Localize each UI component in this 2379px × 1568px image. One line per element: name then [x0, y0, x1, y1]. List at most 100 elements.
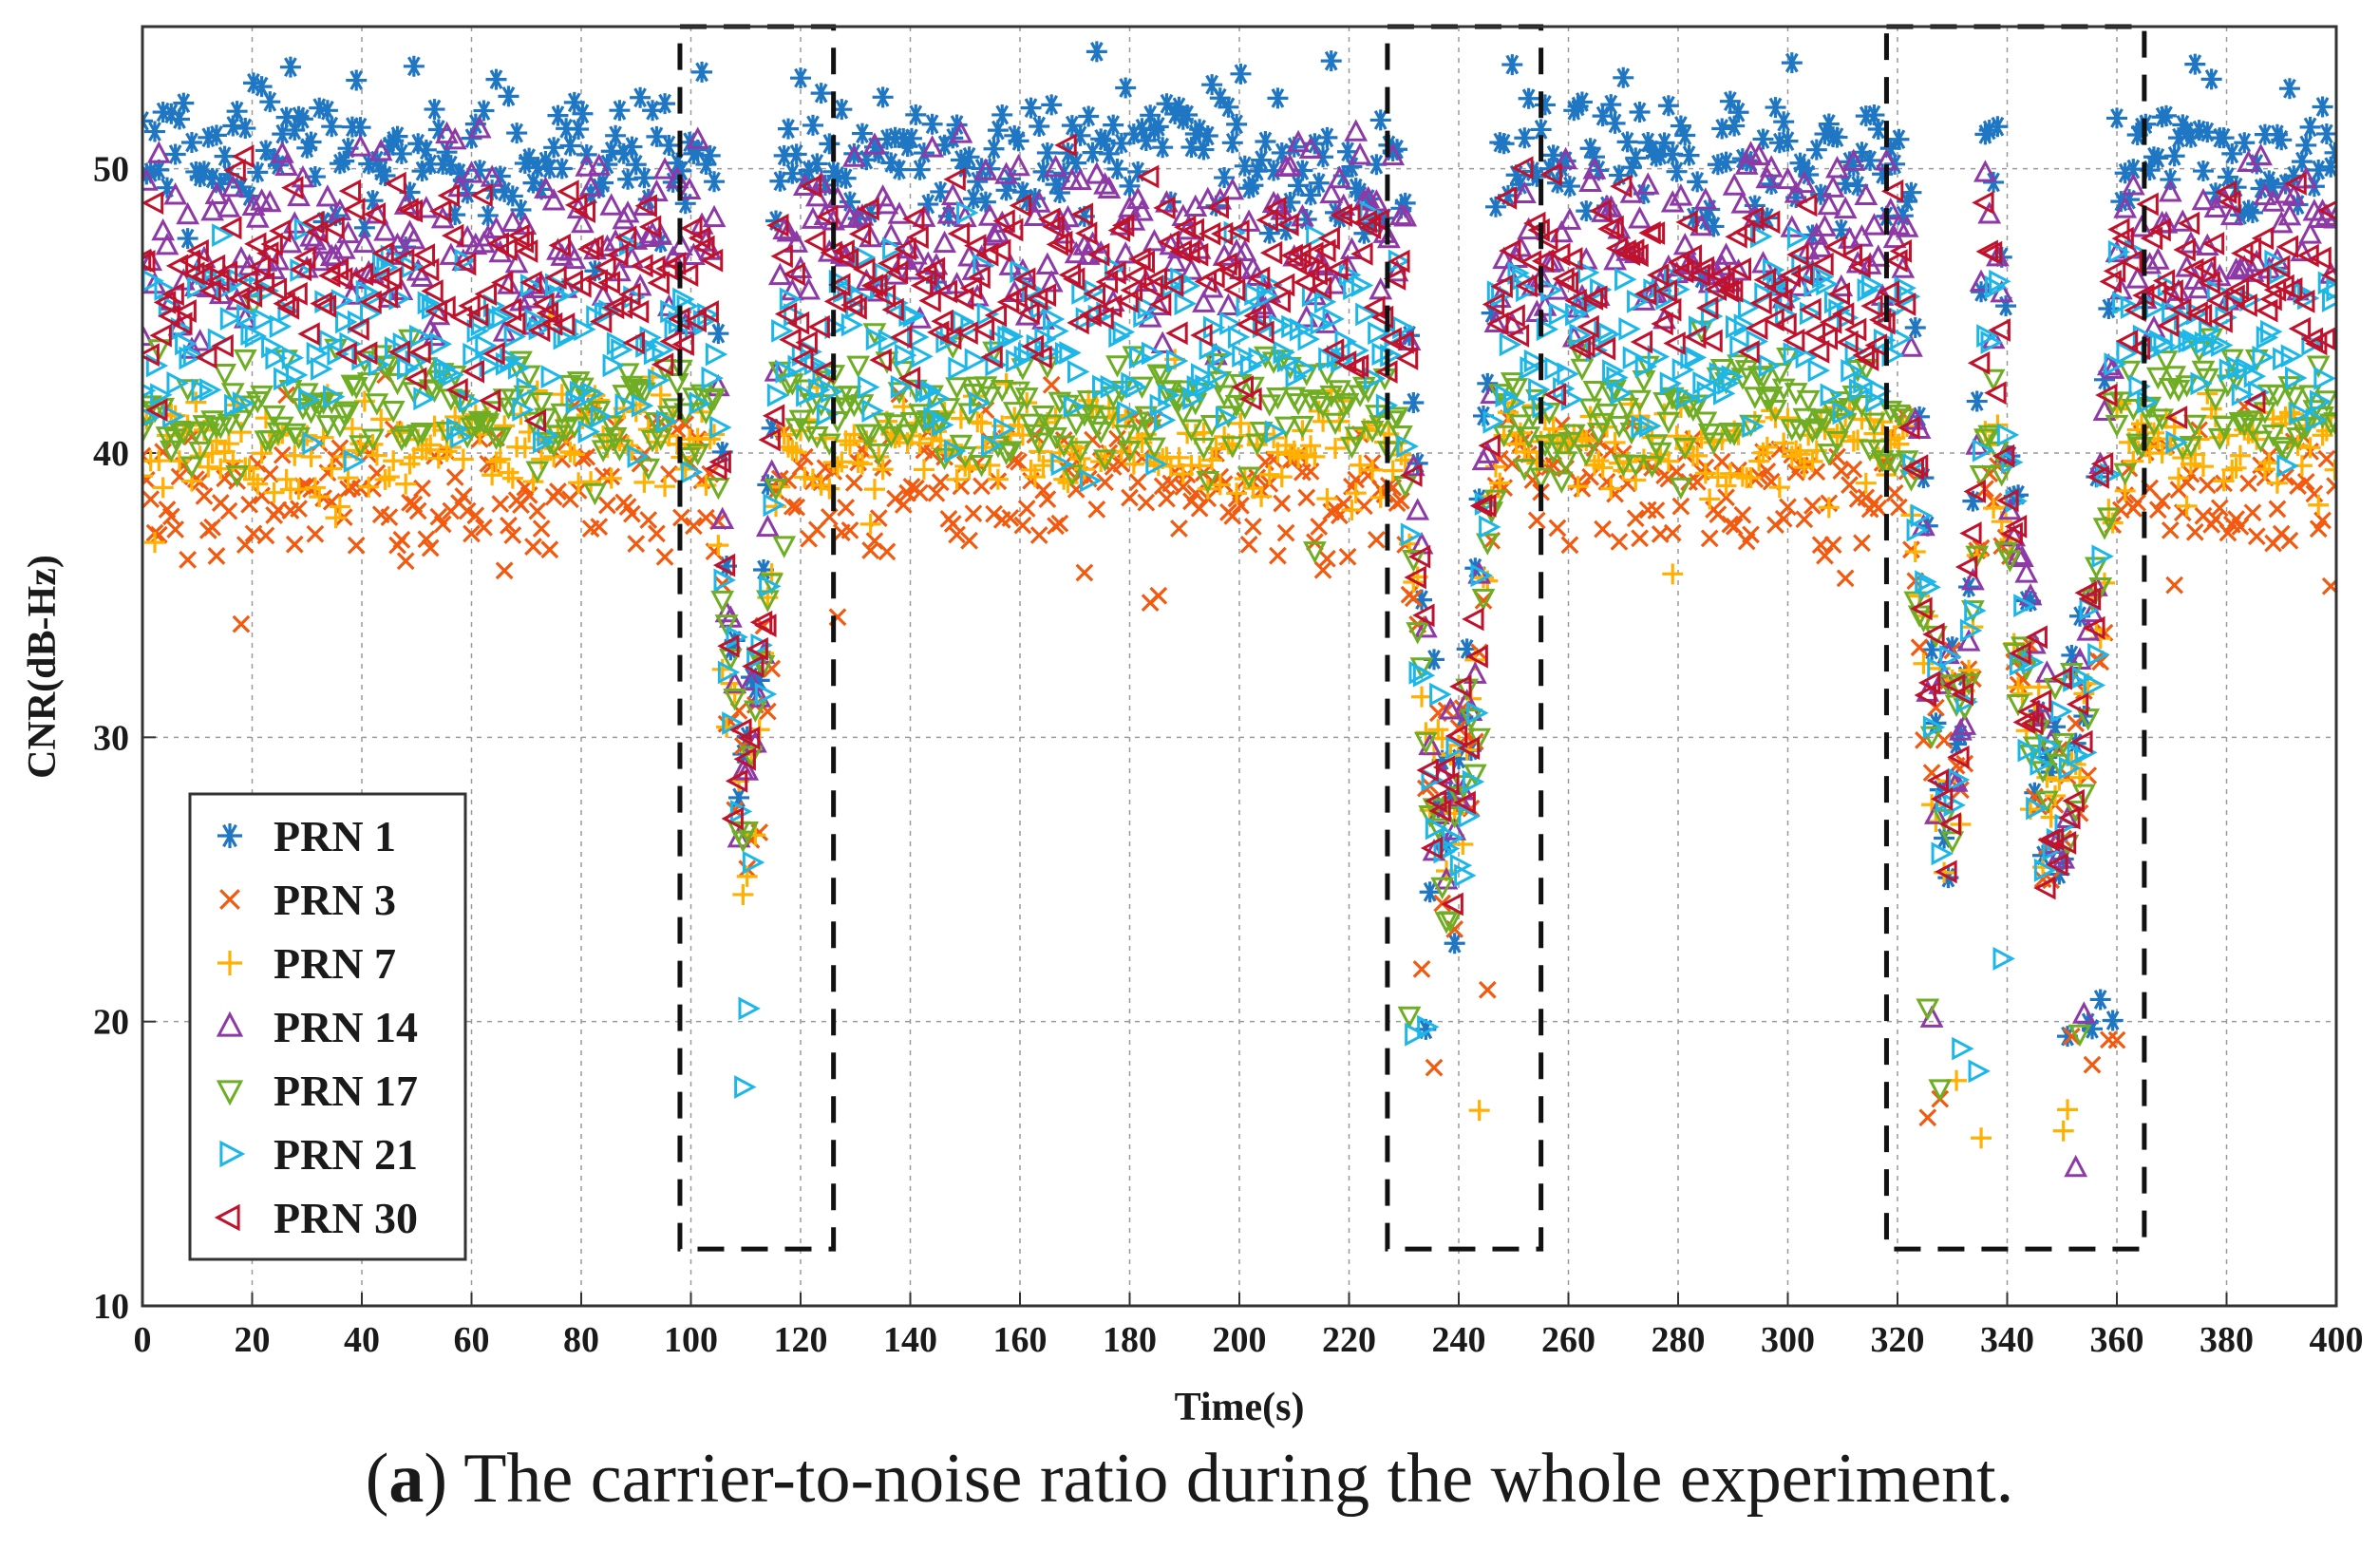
- data-point: [1996, 423, 2020, 447]
- data-point: [831, 99, 853, 121]
- data-point: [2180, 126, 2201, 148]
- x-tick-label: 40: [344, 1320, 380, 1360]
- data-point: [1842, 155, 1864, 177]
- data-point: [1737, 295, 1761, 319]
- data-point: [1940, 831, 1965, 854]
- data-point: [1158, 489, 1176, 508]
- data-point: [1560, 247, 1583, 271]
- data-point: [304, 477, 326, 499]
- data-point: [959, 275, 983, 300]
- data-point: [894, 236, 916, 261]
- data-point: [417, 530, 436, 549]
- data-point: [1468, 1100, 1490, 1122]
- data-point: [1597, 322, 1621, 347]
- data-point: [1688, 472, 1707, 491]
- data-point: [1264, 196, 1287, 220]
- outage-box: [677, 24, 837, 1252]
- data-point: [1628, 389, 1652, 413]
- data-point: [787, 498, 806, 517]
- data-point: [936, 398, 961, 421]
- data-point: [1918, 1108, 1937, 1127]
- data-point: [166, 371, 189, 395]
- data-point: [1715, 151, 1737, 173]
- data-point: [847, 208, 869, 230]
- data-point: [289, 257, 312, 282]
- data-point: [913, 459, 935, 481]
- data-point: [597, 271, 620, 294]
- data-point: [1210, 221, 1234, 246]
- data-point: [2116, 341, 2139, 365]
- data-point: [761, 417, 783, 439]
- data-point: [2142, 414, 2166, 437]
- data-point: [1614, 267, 1637, 292]
- data-point: [2249, 430, 2273, 454]
- data-point: [1085, 161, 1109, 184]
- data-point: [1073, 205, 1095, 227]
- data-point: [792, 173, 817, 197]
- data-point: [782, 440, 803, 462]
- data-point: [1647, 501, 1666, 520]
- data-point: [1840, 243, 1862, 268]
- data-point: [324, 242, 348, 266]
- data-point: [680, 460, 704, 484]
- data-point: [779, 287, 802, 312]
- data-point: [2189, 303, 2213, 328]
- data-point: [1512, 180, 1537, 203]
- data-point: [1190, 323, 1213, 348]
- data-point: [1745, 316, 1768, 340]
- data-point: [1727, 354, 1750, 377]
- data-point: [1338, 547, 1357, 566]
- data-point: [1527, 511, 1546, 530]
- data-point: [1865, 389, 1888, 413]
- data-point: [651, 337, 674, 362]
- data-point: [1457, 736, 1481, 761]
- y-tick-label: 30: [93, 718, 129, 758]
- data-point: [2165, 430, 2188, 455]
- data-point: [1014, 387, 1039, 410]
- data-point: [738, 996, 761, 1021]
- data-point: [1820, 383, 1843, 407]
- data-point: [528, 501, 547, 520]
- data-point: [680, 217, 703, 240]
- data-point: [1165, 349, 1189, 373]
- data-point: [922, 256, 946, 281]
- data-point: [1095, 270, 1119, 294]
- data-point: [858, 375, 880, 400]
- data-point: [1696, 380, 1720, 405]
- data-point: [195, 345, 217, 369]
- data-point: [628, 380, 652, 403]
- data-point: [413, 479, 431, 498]
- data-point: [1193, 139, 1215, 161]
- data-point: [306, 220, 329, 244]
- data-point: [1777, 130, 1799, 152]
- data-point: [704, 171, 726, 193]
- data-point: [2125, 266, 2150, 289]
- data-point: [1785, 440, 1807, 462]
- data-point: [729, 800, 753, 823]
- data-point: [2036, 746, 2058, 768]
- data-point: [2099, 270, 2122, 293]
- data-point: [1654, 279, 1678, 303]
- data-point: [1344, 426, 1369, 449]
- data-point: [495, 561, 514, 580]
- data-point: [223, 159, 246, 182]
- data-point: [944, 439, 967, 463]
- data-point: [2212, 416, 2237, 439]
- data-point: [1799, 301, 1822, 326]
- data-point: [1350, 241, 1373, 266]
- data-point: [1044, 154, 1067, 178]
- data-point: [2137, 390, 2160, 414]
- data-point: [1428, 799, 1451, 823]
- data-point: [2275, 235, 2299, 259]
- data-point: [754, 682, 778, 707]
- data-point: [1965, 545, 1990, 569]
- data-point: [1841, 148, 1866, 171]
- data-point: [1128, 345, 1152, 369]
- data-point: [2300, 327, 2324, 351]
- data-point: [1482, 409, 1505, 434]
- data-point: [1526, 165, 1548, 187]
- data-point: [475, 333, 498, 358]
- data-point: [866, 443, 891, 466]
- data-point: [1862, 412, 1886, 436]
- data-point: [1178, 274, 1201, 298]
